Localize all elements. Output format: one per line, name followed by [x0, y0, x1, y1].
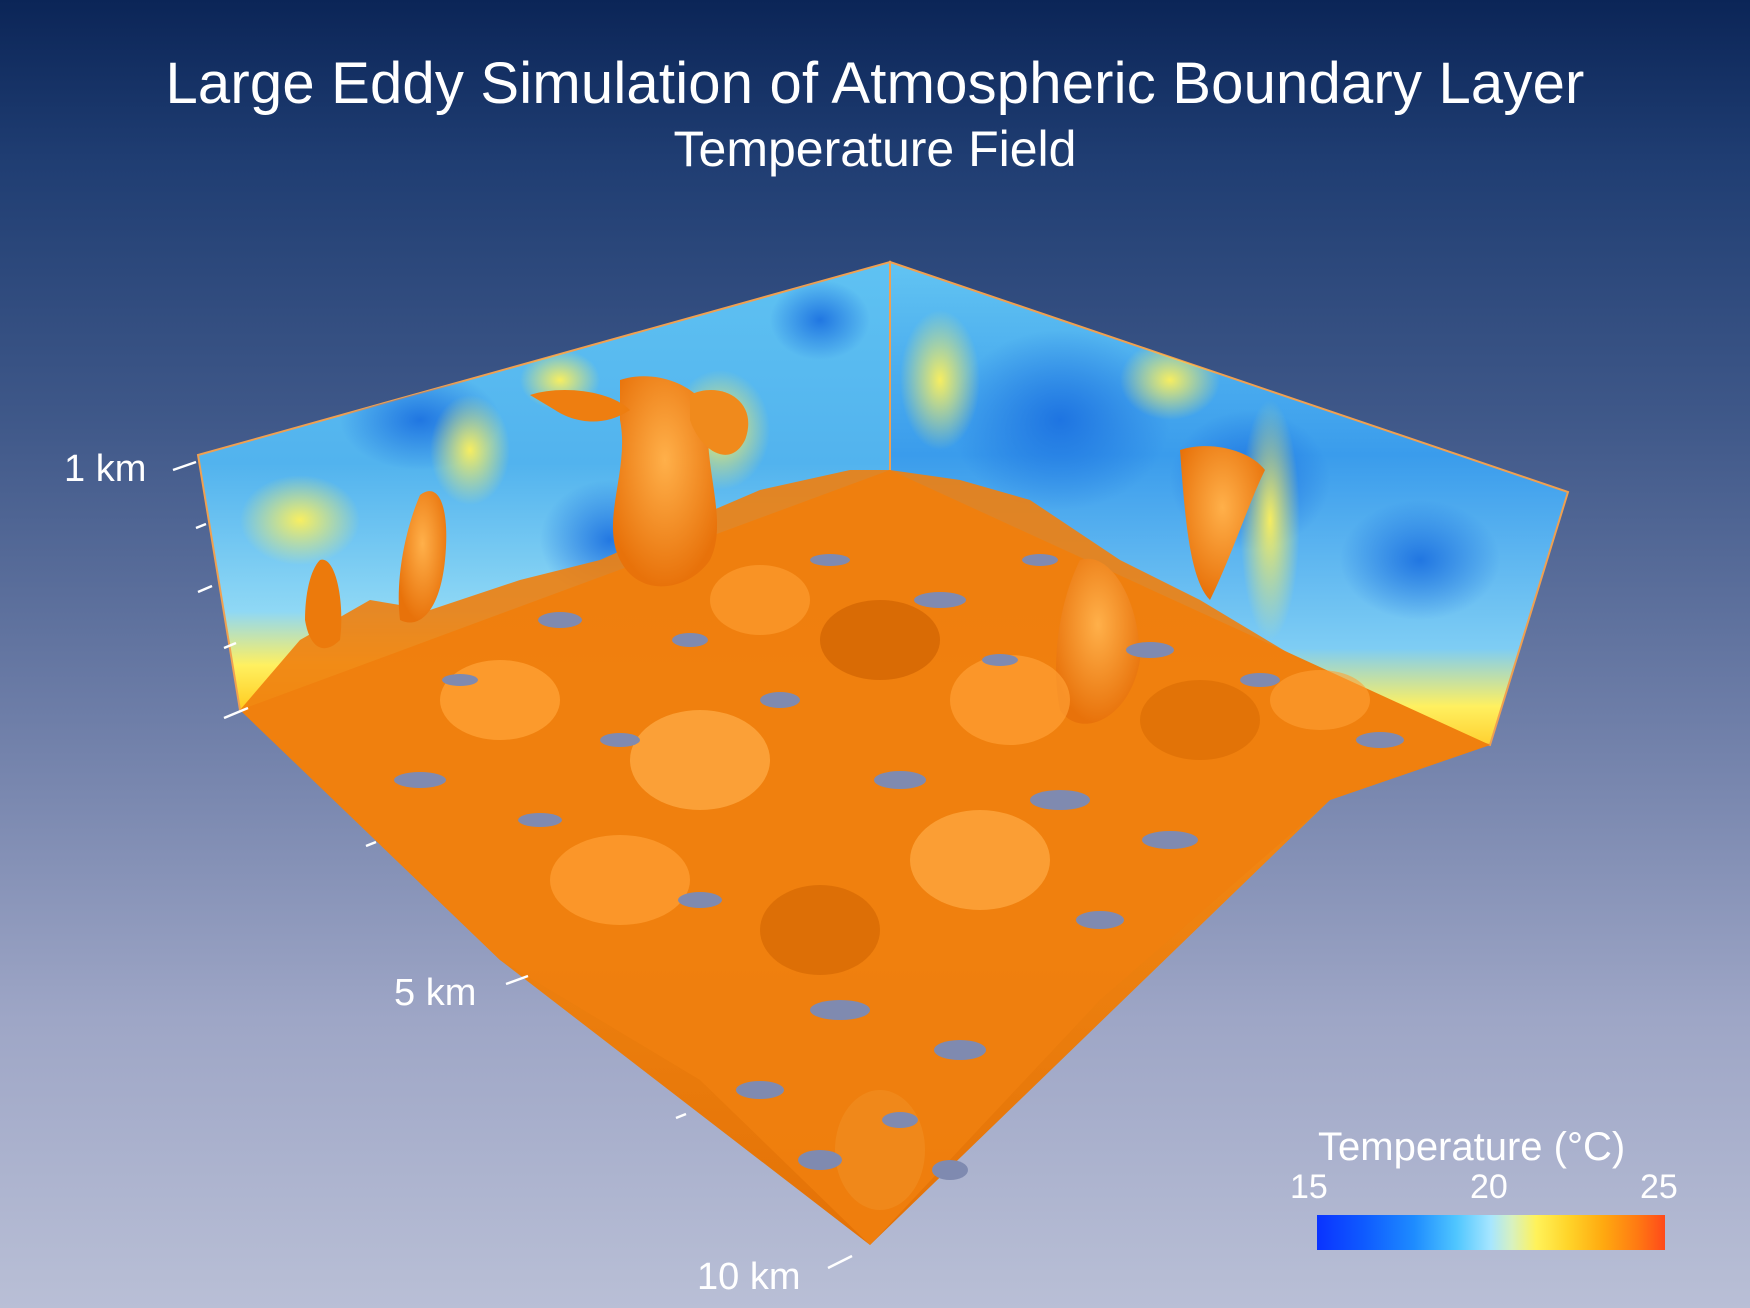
legend-max-label: 25 [1640, 1168, 1678, 1206]
figure-title: Large Eddy Simulation of Atmospheric Bou… [165, 51, 1585, 116]
legend-min-label: 15 [1290, 1168, 1328, 1206]
temperature-colorbar [1317, 1215, 1665, 1250]
legend-mid-label: 20 [1470, 1168, 1508, 1206]
figure-subtitle: Temperature Field [673, 121, 1077, 177]
axis-ticks [172, 460, 853, 1270]
distance-label-5km: 5 km [394, 972, 477, 1014]
distance-label-10km: 10 km [697, 1256, 801, 1298]
height-axis-label: 1 km [64, 448, 147, 490]
temperature-isosurface [240, 376, 1490, 1245]
legend-title: Temperature (°C) [1318, 1125, 1626, 1169]
